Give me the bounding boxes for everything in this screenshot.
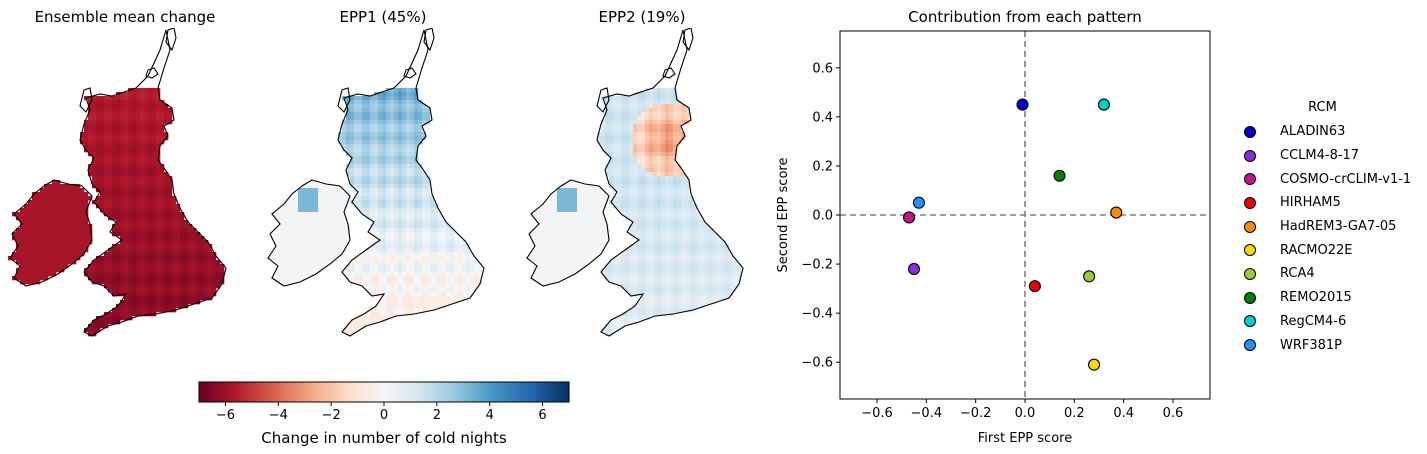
legend-item: ALADIN63 bbox=[1238, 120, 1423, 144]
x-tick-label: −0.6 bbox=[861, 406, 893, 421]
legend-title: RCM bbox=[1308, 100, 1337, 115]
y-tick-label: 0.0 bbox=[812, 209, 833, 224]
colorbar-label: Change in number of cold nights bbox=[261, 429, 507, 447]
point-regcm4-6 bbox=[1097, 98, 1110, 111]
legend-marker bbox=[1244, 315, 1256, 328]
legend-label: WRF381P bbox=[1280, 337, 1343, 353]
x-tick-label: −0.4 bbox=[911, 406, 943, 421]
legend-item: COSMO-crCLIM-v1-1 bbox=[1238, 167, 1423, 191]
point-aladin63 bbox=[1016, 98, 1029, 111]
legend-marker bbox=[1244, 149, 1256, 162]
colorbar-tick-label: −4 bbox=[269, 408, 288, 423]
legend-label: HadREM3-GA7-05 bbox=[1280, 219, 1397, 235]
colorbar-tick-label: 6 bbox=[538, 408, 546, 423]
coastline bbox=[526, 179, 610, 287]
y-tick-label: 0.4 bbox=[812, 110, 833, 125]
coastline bbox=[596, 29, 744, 337]
x-tick-label: 0.4 bbox=[1113, 406, 1134, 421]
point-remo2015 bbox=[1053, 169, 1066, 182]
legend-item: HIRHAM5 bbox=[1238, 191, 1423, 215]
y-tick-label: −0.6 bbox=[801, 356, 833, 371]
coastline bbox=[662, 67, 676, 79]
map-raster bbox=[266, 88, 483, 337]
point-wrf381p bbox=[912, 196, 925, 209]
y-axis-label: Second EPP score bbox=[776, 158, 791, 273]
map-title-epp1: EPP1 (45%) bbox=[339, 8, 427, 26]
colorbar-tick-label: 4 bbox=[486, 408, 494, 423]
legend-marker bbox=[1244, 339, 1256, 352]
point-hadrem3-ga7-05 bbox=[1110, 206, 1123, 219]
legend-item: CCLM4-8-17 bbox=[1238, 144, 1423, 168]
uk-map-epp2 bbox=[525, 28, 744, 337]
legend-marker bbox=[1244, 291, 1256, 304]
legend-label: RCA4 bbox=[1280, 266, 1315, 282]
y-tick-label: −0.4 bbox=[801, 307, 833, 322]
y-tick-label: 0.2 bbox=[812, 159, 833, 174]
coastline bbox=[596, 87, 610, 113]
legend-label: ALADIN63 bbox=[1280, 124, 1346, 140]
legend-label: REMO2015 bbox=[1280, 290, 1352, 306]
map-raster bbox=[525, 88, 742, 337]
map-raster bbox=[8, 88, 225, 337]
colorbar-gradient bbox=[198, 381, 570, 403]
x-tick-label: −0.2 bbox=[960, 406, 992, 421]
map-title-ensemble-mean: Ensemble mean change bbox=[34, 8, 216, 26]
colorbar-tick-label: 0 bbox=[380, 408, 388, 423]
legend-marker bbox=[1244, 244, 1256, 257]
colorbar-tick-label: −2 bbox=[322, 408, 341, 423]
legend-item: WRF381P bbox=[1238, 333, 1423, 357]
legend-item: RegCM4-6 bbox=[1238, 310, 1423, 334]
x-axis-label: First EPP score bbox=[978, 431, 1072, 446]
y-tick-label: 0.6 bbox=[812, 61, 833, 76]
coastline bbox=[165, 28, 177, 52]
colorbar: −6 −4 −2 0 2 4 6 Change in number of cold nigh… bbox=[198, 381, 570, 451]
x-tick-label: 0.0 bbox=[1015, 406, 1036, 421]
x-tick-label: 0.6 bbox=[1163, 406, 1184, 421]
scatter-chart: Contribution from each pattern −0.6 −0.4 −0… bbox=[776, 8, 1211, 446]
coastline bbox=[403, 67, 417, 79]
uk-map-ensemble-mean bbox=[8, 28, 227, 337]
uk-map-epp1 bbox=[266, 28, 485, 337]
legend-label: RACMO22E bbox=[1280, 242, 1353, 258]
legend-item: HadREM3-GA7-05 bbox=[1238, 215, 1423, 239]
legend: RCM ALADIN63 CCLM4-8-17 COSMO-crCLIM-v1-1 H… bbox=[1238, 100, 1423, 357]
point-cclm4-8-17 bbox=[907, 262, 921, 276]
legend-marker bbox=[1244, 125, 1256, 138]
coastline bbox=[423, 28, 435, 52]
legend-label: RegCM4-6 bbox=[1280, 313, 1347, 329]
map-title-epp2: EPP2 (19%) bbox=[598, 8, 686, 26]
legend-item: REMO2015 bbox=[1238, 286, 1423, 310]
x-tick-label: 0.2 bbox=[1064, 406, 1085, 421]
legend-label: HIRHAM5 bbox=[1280, 195, 1341, 211]
point-hirham5 bbox=[1028, 280, 1041, 293]
coastline bbox=[79, 87, 93, 113]
legend-label: COSMO-crCLIM-v1-1 bbox=[1280, 171, 1412, 187]
y-tick-label: −0.2 bbox=[801, 258, 833, 273]
colorbar-tick-label: −6 bbox=[216, 408, 235, 423]
legend-marker bbox=[1244, 173, 1256, 186]
point-rca4 bbox=[1083, 270, 1096, 283]
legend-marker bbox=[1244, 267, 1256, 280]
chart-title: Contribution from each pattern bbox=[908, 8, 1142, 26]
coastline bbox=[682, 28, 694, 52]
coastline bbox=[145, 67, 159, 79]
legend-marker bbox=[1244, 196, 1256, 209]
legend-item: RCA4 bbox=[1238, 262, 1423, 286]
legend-marker bbox=[1244, 220, 1256, 233]
colorbar-scale: −6 −4 −2 0 2 4 6 bbox=[198, 381, 570, 423]
coastline bbox=[9, 179, 93, 287]
coastline bbox=[337, 87, 351, 113]
legend-label: CCLM4-8-17 bbox=[1280, 148, 1360, 164]
point-cosmo-crclim-v1-1 bbox=[903, 211, 916, 224]
colorbar-tick-label: 2 bbox=[433, 408, 441, 423]
point-racmo22e bbox=[1088, 358, 1101, 371]
legend-item: RACMO22E bbox=[1238, 238, 1423, 262]
coastline bbox=[267, 179, 351, 287]
coastline bbox=[79, 29, 227, 337]
coastline bbox=[337, 29, 485, 337]
